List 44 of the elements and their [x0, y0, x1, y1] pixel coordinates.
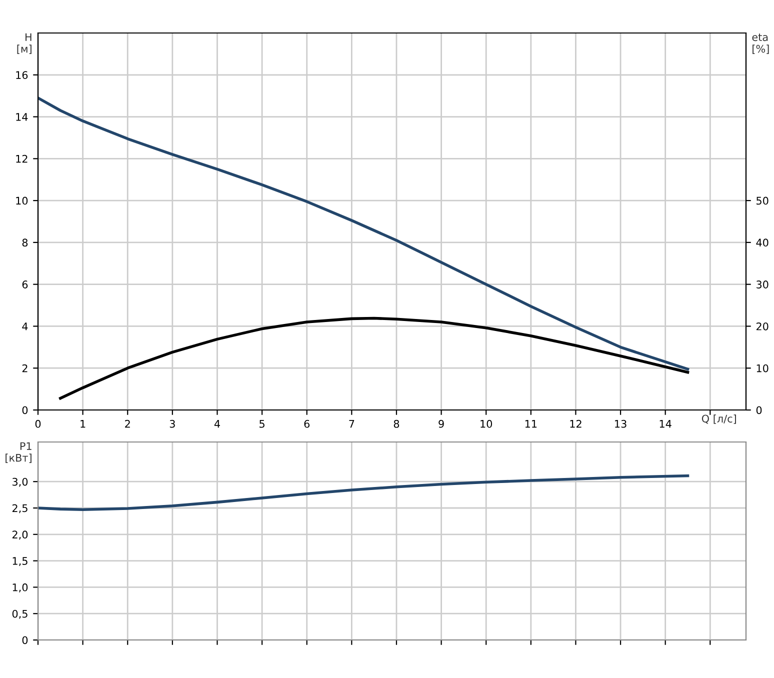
y-tick-label: 14 — [16, 113, 28, 121]
y-tick-label: 1,5 — [12, 557, 28, 566]
line-series — [59, 316, 690, 400]
x-axis-title: Q [л/с] — [702, 414, 736, 424]
y-tick-label: 1,0 — [12, 583, 28, 592]
y2-tick-label: 40 — [756, 238, 768, 247]
x-tick-label: 13 — [615, 420, 626, 428]
y2-tick-label: 30 — [756, 280, 768, 288]
y-axis-title: H [м] — [17, 33, 32, 54]
y-tick-label: 10 — [16, 196, 28, 205]
x-tick-label: 10 — [480, 420, 492, 428]
x-tick-label: 0 — [35, 420, 41, 428]
x-tick-label: 8 — [394, 420, 400, 428]
line-series — [38, 96, 690, 371]
y-tick-label: 8 — [22, 238, 28, 247]
x-tick-label: 14 — [660, 420, 672, 428]
y-tick-label: 6 — [22, 280, 28, 288]
y-tick-label: 3,0 — [12, 478, 28, 487]
y-tick-label: 16 — [16, 71, 28, 79]
y-tick-label: 0,5 — [12, 610, 28, 619]
x-tick-label: 11 — [525, 420, 537, 428]
y-tick-label: 2,0 — [12, 530, 28, 540]
y-tick-label: 12 — [16, 154, 28, 163]
y2-tick-label: 10 — [756, 364, 768, 372]
x-tick-label: 6 — [304, 420, 310, 428]
x-tick-label: 5 — [260, 420, 264, 428]
x-tick-label: 2 — [125, 420, 130, 428]
y-tick-label: 4 — [22, 322, 28, 330]
x-tick-label: 4 — [214, 420, 220, 428]
x-tick-label: 7 — [349, 420, 354, 428]
y2-tick-label: 20 — [756, 322, 768, 330]
y-axis-title: P1 [кВт] — [6, 442, 32, 463]
y2-axis-title: eta [%] — [752, 34, 769, 54]
x-tick-label: 12 — [570, 420, 582, 428]
y-tick-label: 0 — [22, 406, 28, 414]
x-tick-label: 3 — [170, 420, 175, 428]
y2-tick-label: 50 — [756, 196, 768, 205]
y-tick-label: 0 — [22, 636, 28, 644]
y2-tick-label: 0 — [756, 406, 762, 414]
y-tick-label: 2 — [22, 364, 28, 372]
x-tick-label: 9 — [438, 420, 444, 428]
y-tick-label: 2,5 — [12, 504, 28, 514]
x-tick-label: 1 — [80, 420, 86, 428]
line-series — [38, 474, 690, 511]
